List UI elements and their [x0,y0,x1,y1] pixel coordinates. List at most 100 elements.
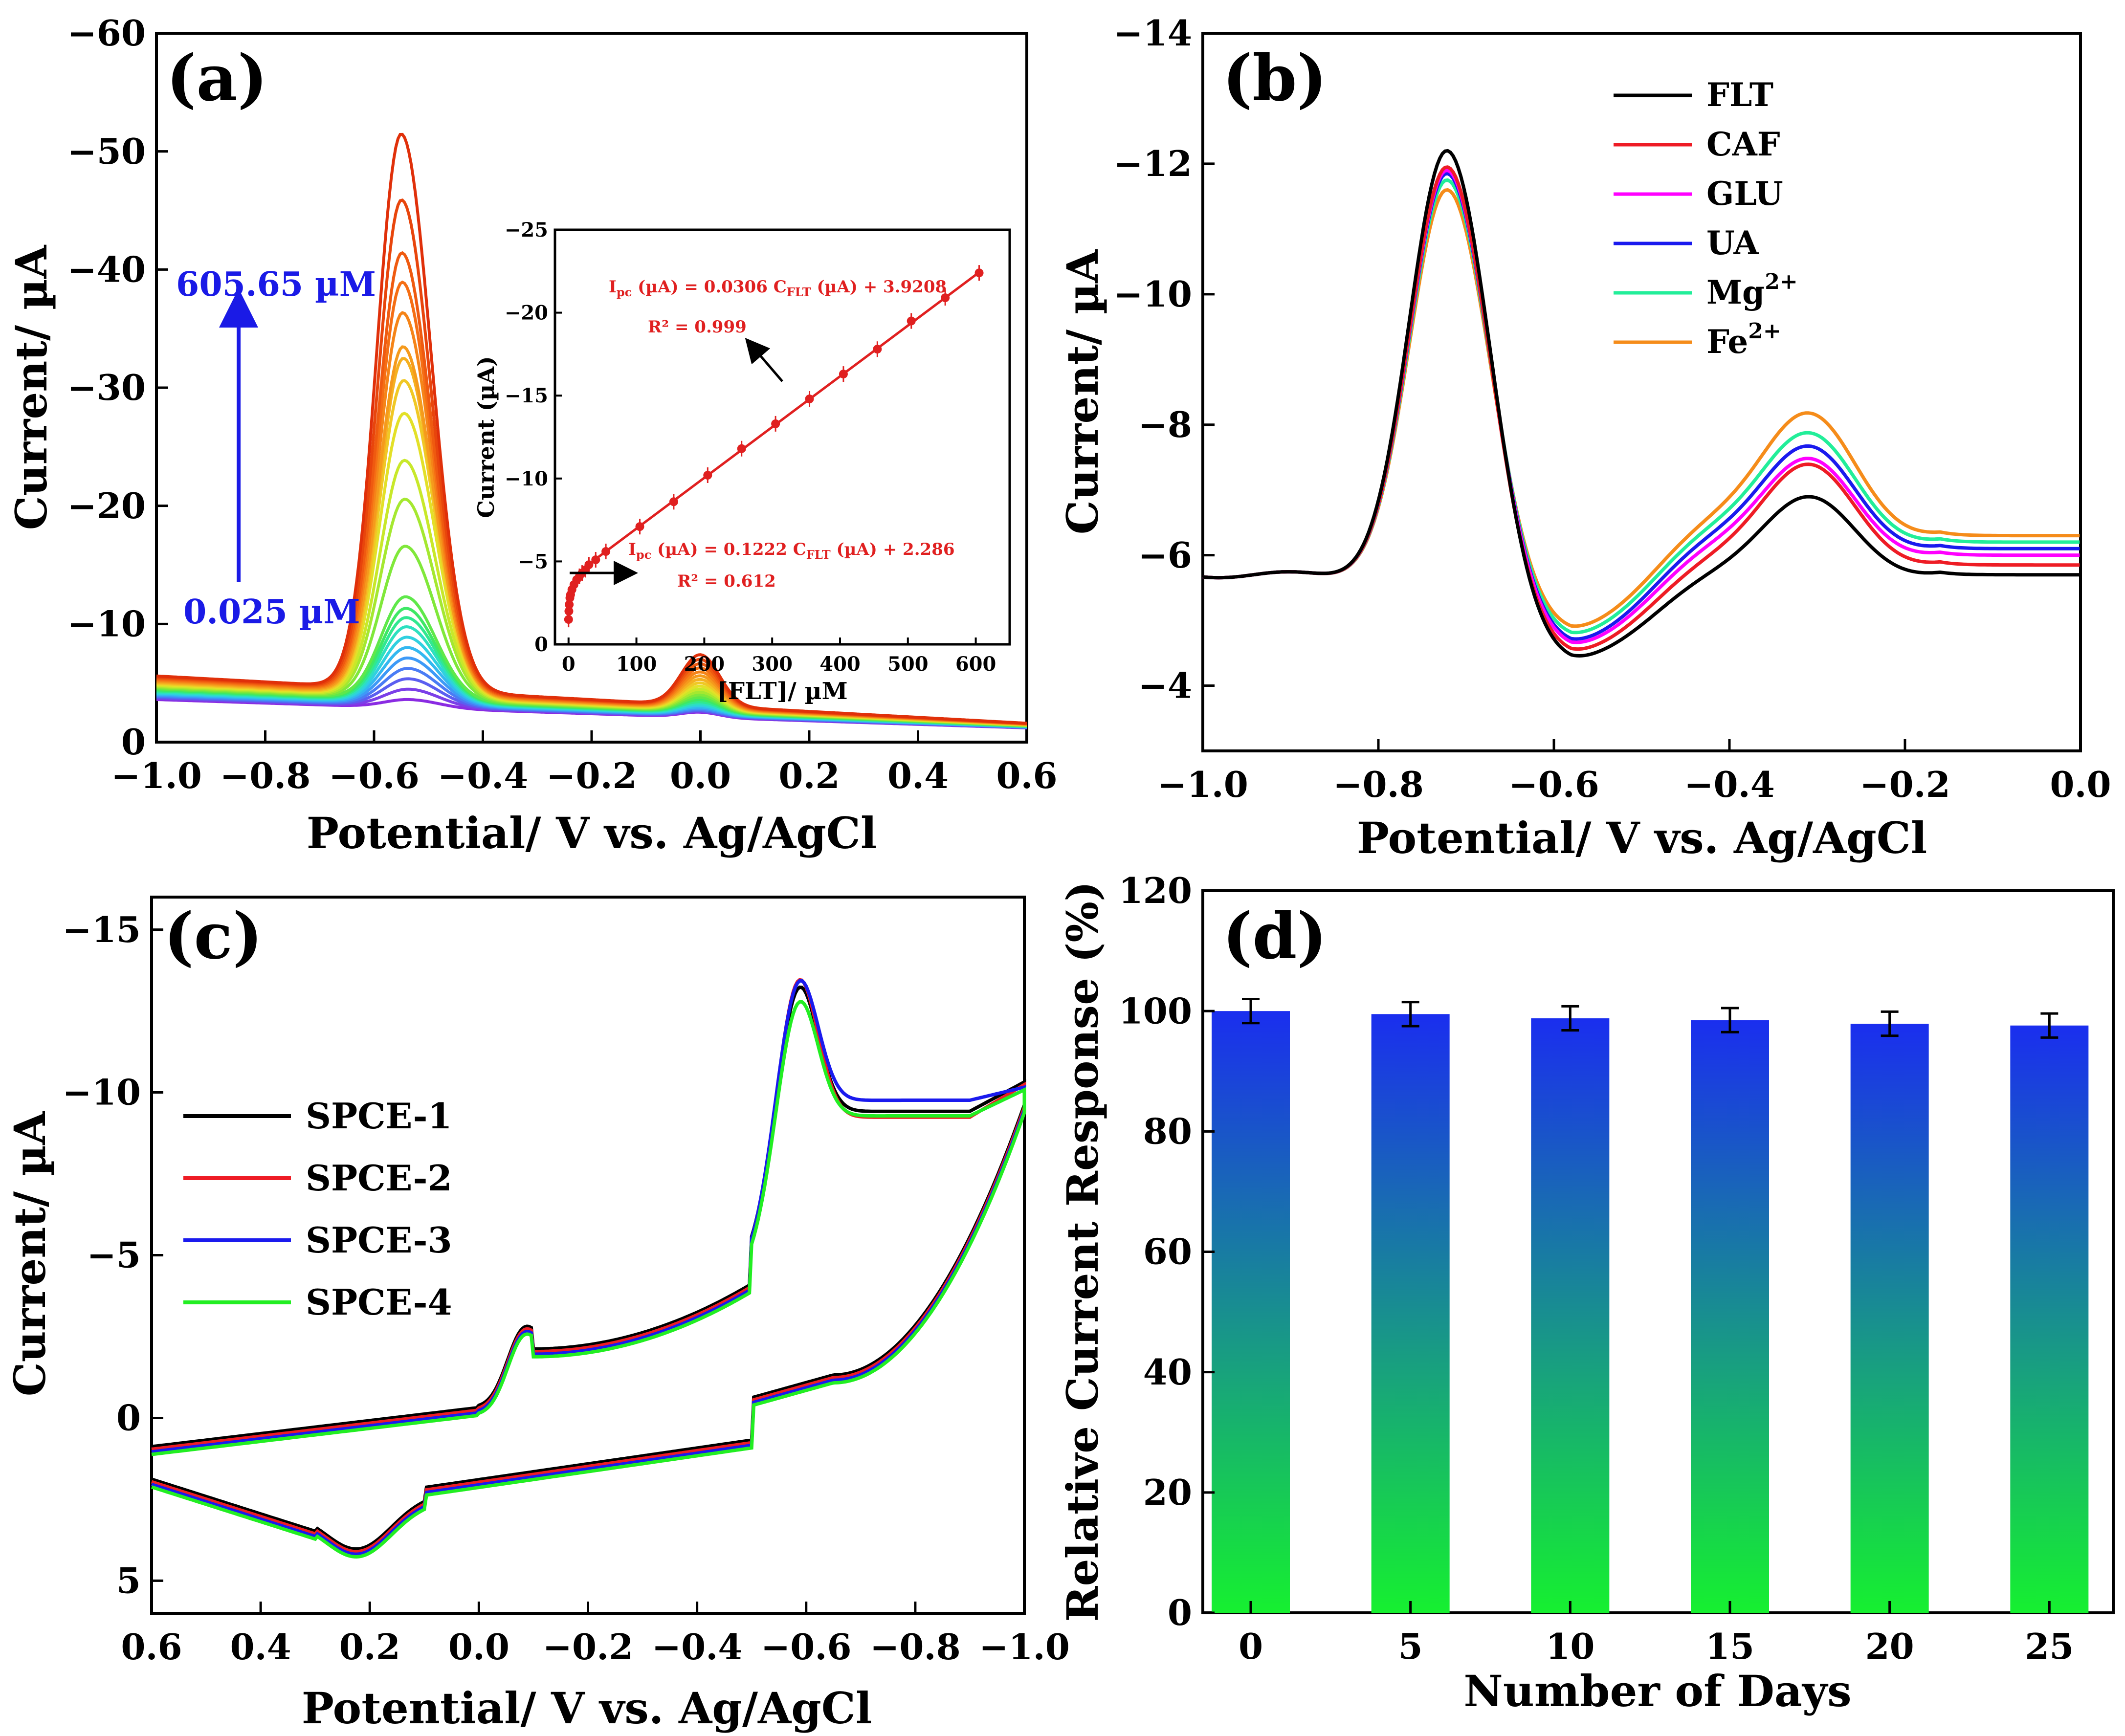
panel-b-legend-label: Fe2+ [1706,319,1781,361]
panel-a-xtick-label: 0.6 [996,755,1057,796]
panel-d-ytick-label: 80 [1143,1111,1192,1152]
panel-c-legend-label: SPCE-1 [306,1095,452,1137]
inset-point-high [669,497,678,506]
panel-a-xtick-label: 0.0 [670,755,731,796]
panel-c-ytick-label: 0 [116,1397,141,1439]
inset-point-high [974,268,984,278]
panel-c-ytick-label: 5 [116,1560,141,1602]
panel-a-xtick-label: 0.2 [778,755,840,796]
panel-d-bar [2010,1025,2089,1613]
panel-b-ytick-label: −6 [1138,534,1192,576]
panel-b-legend-label: UA [1706,224,1759,262]
panel-a-xtick-label: 0.4 [887,755,949,796]
panel-d-bars [1212,998,2089,1613]
panel-c-legend-label: SPCE-3 [306,1219,452,1261]
panel-b-plot-area [1201,32,2082,752]
panel-a-xtick-label: −0.4 [438,755,529,796]
panel-a-xtick-label: −0.6 [329,755,420,796]
panel-c-plot-area [150,896,1026,1615]
panel-d-xtick-label: 5 [1398,1626,1423,1667]
panel-b-ytick-label: −12 [1113,143,1192,184]
inset-ytick-label: 0 [534,633,548,656]
panel-d-bar [1371,1014,1450,1613]
inset-point-low [591,555,600,565]
panel-a-ytick-label: −20 [67,485,146,527]
panel-d-xtick-label: 25 [2025,1626,2074,1667]
panel-b-legend: FLT CAF GLU UA Mg2+ Fe2+ [1614,76,1798,361]
panel-d-xtick-label: 15 [1705,1626,1754,1667]
panel-b-xtick-label: −0.6 [1508,764,1599,805]
panel-d: 0 5 10 15 20 25 0 20 40 60 80 100 120 (d) Number of … [1057,870,2115,1716]
panel-c-ytick-label: −15 [62,909,141,950]
inset-r2-low: R² = 0.612 [677,571,776,591]
inset-point-high [601,547,611,556]
panel-a-xtick-label: −1.0 [111,755,202,796]
panel-c-curve-spce-2 [151,978,1026,1554]
panel-b-ytick-label: −10 [1113,273,1192,315]
panel-a-ytick-label: −40 [67,249,146,290]
panel-b-ytick-label: −4 [1138,665,1192,706]
panel-c-xtick-label: −0.4 [652,1626,743,1668]
panel-c-legend-label: SPCE-4 [306,1281,452,1323]
panel-d-label: (d) [1222,899,1327,973]
inset-xlabel: [FLT]/ µM [717,678,848,705]
inset-point-low [564,615,573,624]
panel-c-legend-label: SPCE-2 [306,1157,452,1199]
inset-point-high [771,419,780,428]
panel-b-label: (b) [1222,41,1327,115]
inset-xtick-label: 0 [562,653,576,676]
inset-point-high [737,444,746,453]
panel-d-ytick-label: 100 [1119,990,1192,1032]
inset-point-high [907,316,916,326]
panel-a-inset: 0 100 200 300 400 500 600 0 −5 −10 −15 −20 −25 [FLT]… [473,219,1011,705]
panel-c-xtick-label: 0.6 [121,1626,182,1668]
panel-c: 0.6 0.4 0.2 0.0 −0.2 −0.4 −0.6 −0.8 −1.0 5 0 −5 −10 −… [4,896,1070,1734]
panel-a: −1.0 −0.8 −0.6 −0.4 −0.2 0.0 0.2 0.4 0.6 0 −10 −20 −… [6,12,1058,858]
panel-b-legend-label: GLU [1706,175,1783,213]
panel-b-xtick-label: −0.4 [1684,764,1775,805]
inset-point-high [635,522,644,531]
panel-b-xtick-label: −0.2 [1859,764,1950,805]
panel-c-xtick-label: −0.6 [761,1626,852,1668]
panel-b-legend-label: CAF [1706,125,1780,163]
inset-xtick-label: 600 [955,653,996,676]
panel-a-curves [156,132,1027,729]
panel-a-ytick-label: −30 [67,367,146,408]
inset-arrow-high [745,338,783,382]
panel-d-bar [1850,1024,1929,1613]
inset-equation-high: Ipc (µA) = 0.0306 CFLT (µA) + 3.9208 [609,277,947,299]
panel-b-legend-label: FLT [1706,76,1773,114]
panel-d-xlabel: Number of Days [1463,1666,1851,1716]
panel-c-label: (c) [164,899,263,973]
panel-b-xtick-label: −0.8 [1333,764,1424,805]
panel-b-curve-flt [1202,149,2080,658]
inset-ytick-label: −10 [505,467,548,490]
inset-xtick-label: 400 [819,653,861,676]
panel-d-xtick-label: 0 [1239,1626,1263,1667]
inset-equation-low: Ipc (µA) = 0.1222 CFLT (µA) + 2.286 [628,540,955,562]
panel-a-ytick-label: −10 [67,603,146,645]
panel-d-ytick-label: 20 [1143,1472,1192,1513]
panel-c-curve-spce-3 [151,979,1026,1556]
inset-ytick-label: −15 [505,384,548,407]
panel-b-xlabel: Potential/ V vs. Ag/AgCl [1357,813,1927,863]
panel-d-ytick-label: 40 [1143,1351,1192,1393]
panel-b-curve-caf [1202,165,2080,651]
panel-c-ytick-label: −10 [62,1072,141,1113]
inset-xtick-label: 100 [616,653,657,676]
panel-c-xtick-label: −1.0 [979,1626,1070,1668]
inset-point-high [873,345,882,354]
inset-ylabel: Current (µA) [473,356,499,518]
inset-ytick-label: −5 [518,550,548,573]
panel-d-bar [1531,1018,1610,1613]
panel-b-ytick-label: −14 [1113,12,1192,54]
inset-xtick-label: 300 [752,653,793,676]
panel-b-xtick-label: 0.0 [2050,764,2111,805]
panel-c-xtick-label: 0.4 [230,1626,291,1668]
inset-point-low [584,560,594,570]
panel-d-xtick-label: 10 [1546,1626,1594,1667]
panel-a-ytick-label: −50 [67,131,146,172]
panel-d-plot-area [1201,889,2115,1614]
panel-d-xtick-label: 20 [1865,1626,1914,1667]
